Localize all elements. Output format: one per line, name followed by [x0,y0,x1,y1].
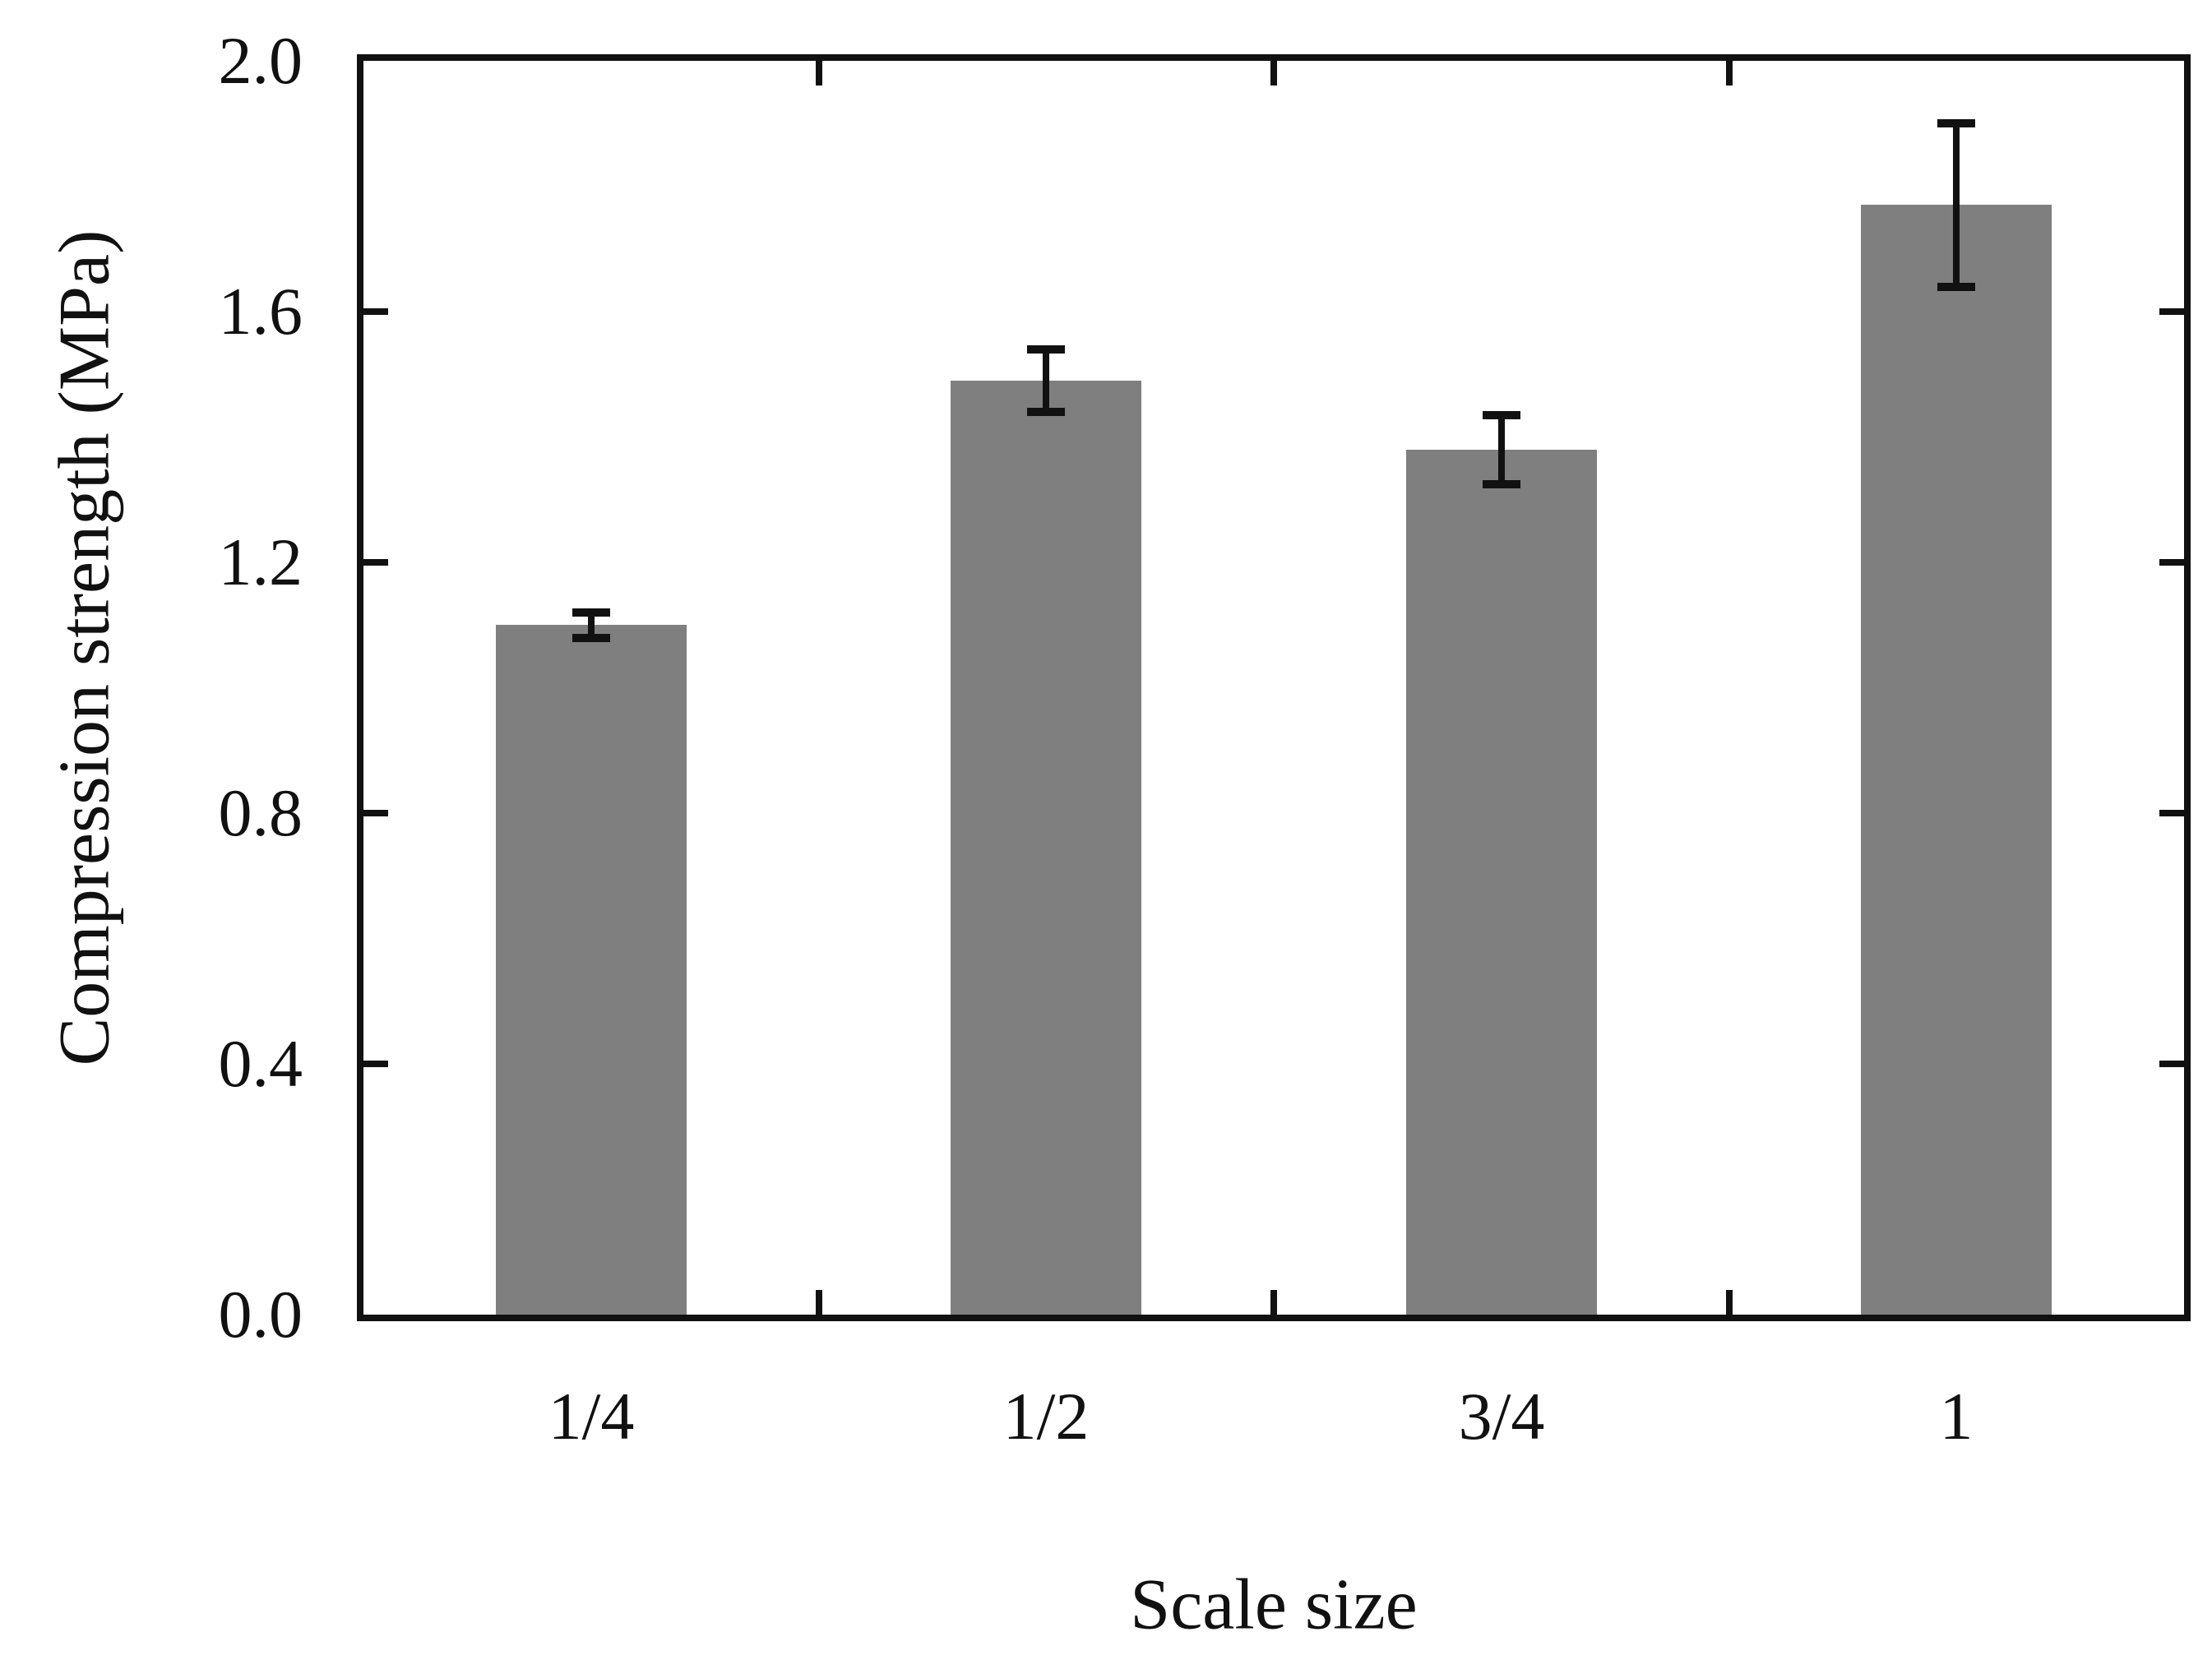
error-bar-cap-top [1937,119,1975,127]
error-bar-cap-bottom [1027,408,1065,416]
y-axis-tick-right [2159,308,2184,315]
y-tick-label: 2.0 [218,23,303,98]
error-bar-cap-bottom [572,634,610,642]
y-axis-tick-left [363,1061,388,1067]
error-bar [588,613,595,638]
y-tick-label: 1.6 [218,274,303,349]
y-tick-label: 0.8 [218,775,303,850]
y-tick-label: 0.4 [218,1026,303,1101]
bar [1861,205,2052,1315]
plot-area [357,54,2191,1321]
bar [496,625,687,1315]
x-tick-label: 3/4 [1458,1379,1545,1454]
error-bar-cap-top [1027,345,1065,354]
x-axis-title: Scale size [1130,1565,1418,1645]
x-axis-tick-bottom [1726,1290,1733,1315]
x-axis-tick-top [816,61,822,86]
x-axis-tick-bottom [1270,1290,1277,1315]
y-tick-label: 1.2 [218,525,303,599]
x-tick-label: 1/2 [1002,1379,1090,1454]
error-bar-cap-bottom [1937,283,1975,291]
y-axis-tick-left [363,810,388,816]
error-bar-cap-top [572,608,610,617]
x-tick-label: 1/4 [548,1379,635,1454]
x-axis-tick-bottom [816,1290,822,1315]
y-tick-label: 0.0 [218,1277,303,1352]
error-bar [1498,415,1505,484]
y-axis-tick-right [2159,1061,2184,1067]
x-tick-label: 1 [1939,1379,1974,1454]
plot-inner-area [363,61,2184,1315]
y-axis-tick-right [2159,810,2184,816]
y-axis-tick-left [363,308,388,315]
x-axis-tick-top [1270,61,1277,86]
y-axis-tick-left [363,559,388,566]
error-bar [1043,349,1049,412]
error-bar-cap-bottom [1483,480,1520,488]
x-axis-tick-top [1726,61,1733,86]
error-bar-cap-top [1483,411,1520,419]
error-bar [1953,123,1960,286]
bar [951,381,1141,1315]
bar [1406,450,1597,1315]
y-axis-tick-right [2159,559,2184,566]
